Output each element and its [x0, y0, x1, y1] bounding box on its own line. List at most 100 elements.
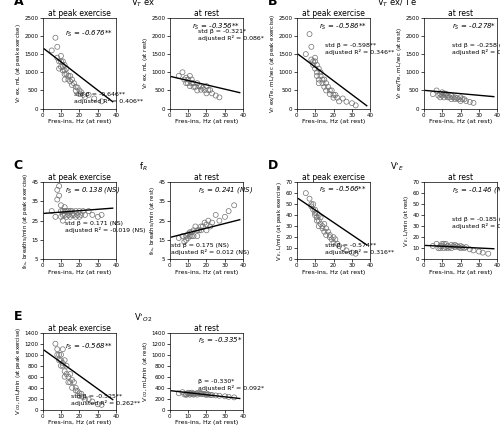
Point [434, 245, 442, 252]
Text: std β = 0.171 (NS)
adjusted R² = -0.019 (NS): std β = 0.171 (NS) adjusted R² = -0.019 … [64, 221, 145, 233]
Point [94, 213, 102, 220]
Point [57, 202, 65, 209]
Point [60, 62, 68, 69]
Point [208, 392, 216, 399]
Point [88, 398, 96, 405]
Point [352, 102, 360, 109]
Point [316, 69, 324, 76]
Point [55, 192, 63, 199]
Point [313, 217, 321, 224]
Point [202, 227, 210, 234]
Point [52, 34, 60, 41]
Point [60, 70, 68, 78]
Point [438, 240, 446, 247]
Point [190, 83, 198, 90]
Point [348, 249, 356, 256]
Point [313, 72, 321, 79]
Point [322, 225, 330, 232]
Point [79, 207, 87, 214]
Point [62, 65, 70, 72]
Point [456, 94, 464, 101]
Title: at peak exercise: at peak exercise [48, 8, 111, 18]
Title: at peak exercise: at peak exercise [48, 324, 111, 333]
Point [311, 212, 319, 219]
X-axis label: Fres-ins, Hz (at rest): Fres-ins, Hz (at rest) [48, 119, 111, 124]
Point [309, 62, 317, 69]
Point [64, 72, 72, 79]
Y-axis label: V’$_E$, L/min (at rest): V’$_E$, L/min (at rest) [401, 194, 411, 247]
Point [182, 233, 190, 240]
Point [57, 52, 65, 59]
Point [440, 90, 448, 97]
Point [451, 96, 459, 103]
Point [59, 362, 67, 369]
Point [182, 80, 190, 87]
Point [197, 223, 205, 230]
Point [57, 63, 65, 70]
Y-axis label: V$_T$ ex, mL (at peak exercise): V$_T$ ex, mL (at peak exercise) [14, 23, 23, 103]
Point [432, 240, 440, 247]
Point [320, 76, 328, 83]
Y-axis label: f$_{Rs}$, breaths/min (at rest): f$_{Rs}$, breaths/min (at rest) [148, 186, 157, 255]
Point [60, 76, 68, 83]
Point [484, 250, 492, 257]
Point [313, 214, 321, 221]
Point [206, 223, 214, 230]
Point [55, 357, 63, 364]
Point [188, 229, 196, 236]
Point [324, 228, 332, 235]
Point [432, 87, 440, 94]
Point [98, 401, 106, 408]
Point [68, 384, 76, 391]
Point [66, 207, 74, 214]
Point [54, 346, 62, 353]
Text: V$_T$ ex/ Te: V$_T$ ex/ Te [377, 0, 417, 9]
X-axis label: Fres-ins, Hz (at rest): Fres-ins, Hz (at rest) [48, 420, 111, 425]
Point [460, 96, 468, 103]
Point [444, 242, 452, 249]
Point [456, 245, 464, 252]
Point [306, 31, 314, 38]
Point [202, 90, 210, 97]
Point [456, 242, 464, 249]
Point [66, 379, 74, 386]
Point [190, 391, 198, 398]
Point [60, 67, 68, 74]
Point [190, 390, 198, 397]
Point [184, 389, 192, 396]
Point [200, 219, 208, 226]
Point [197, 389, 205, 396]
Point [446, 94, 454, 101]
Point [206, 86, 214, 93]
Point [74, 211, 82, 218]
Point [188, 389, 196, 396]
Point [193, 391, 201, 398]
Point [81, 93, 89, 101]
Point [438, 92, 446, 99]
Point [440, 245, 448, 252]
Point [322, 87, 330, 94]
X-axis label: Fres-ins, Hz (at rest): Fres-ins, Hz (at rest) [175, 119, 238, 124]
Title: at rest: at rest [194, 324, 219, 333]
Point [182, 390, 190, 397]
Point [59, 67, 67, 74]
Text: std β = -0.525**
adjusted R² = 0.262**: std β = -0.525** adjusted R² = 0.262** [70, 394, 140, 406]
Point [333, 240, 341, 247]
Point [451, 244, 459, 251]
Point [313, 210, 321, 217]
Point [197, 82, 205, 89]
Point [318, 80, 326, 87]
Point [79, 91, 87, 98]
Point [436, 245, 444, 252]
Text: $r_S$ = 0.138 (NS): $r_S$ = 0.138 (NS) [64, 185, 120, 195]
Point [313, 62, 321, 69]
Text: std β = -0.185 (NS)
adjusted R² = 0.016 (NS): std β = -0.185 (NS) adjusted R² = 0.016 … [452, 217, 500, 229]
Point [182, 237, 190, 244]
Point [79, 393, 87, 400]
Point [478, 249, 486, 256]
Point [62, 70, 70, 78]
Point [330, 239, 338, 246]
Point [62, 362, 70, 369]
Point [326, 90, 334, 97]
Point [180, 391, 188, 398]
